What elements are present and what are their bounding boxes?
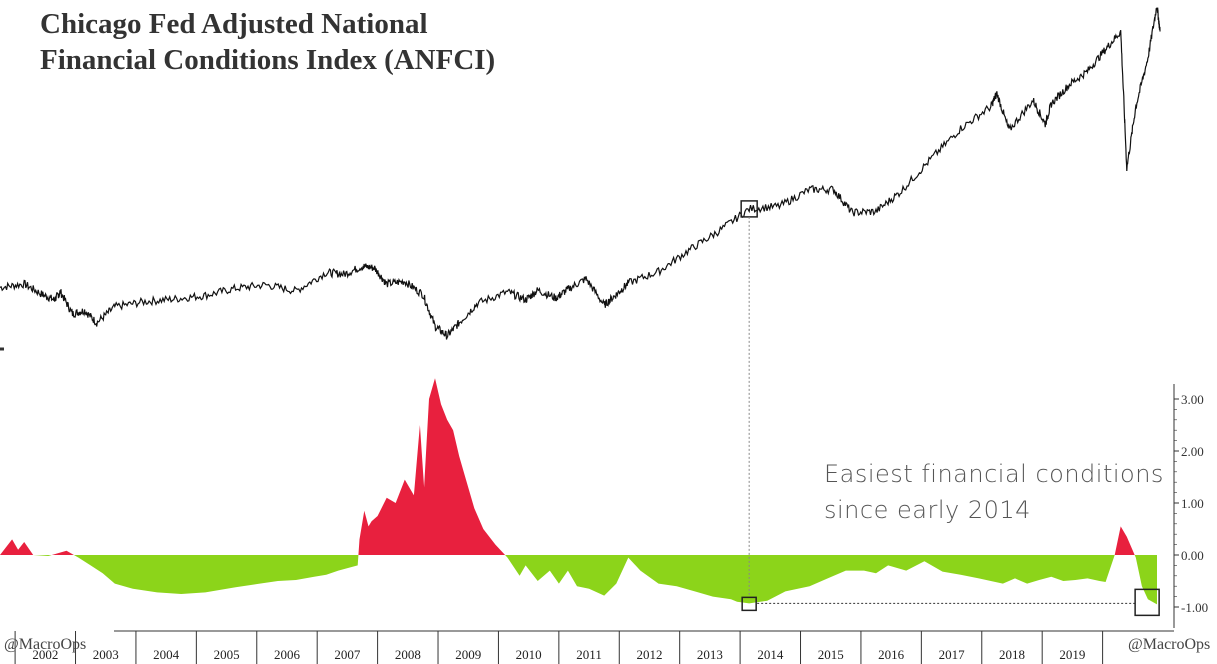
x-tick-label: 2005 [214, 647, 240, 662]
annotation-line-1: Easiest financial conditions [824, 460, 1164, 488]
x-tick-label: 2007 [334, 647, 361, 662]
y-tick-label: 3.00 [1181, 392, 1204, 407]
x-tick-label: 2014 [757, 647, 784, 662]
anfci-area-series [0, 378, 1157, 605]
annotation-text: Easiest financial conditions since early… [824, 456, 1164, 528]
chart-title-line-1: Chicago Fed Adjusted National [40, 8, 428, 40]
x-tick-label: 2003 [93, 647, 119, 662]
x-tick-label: 2013 [697, 647, 723, 662]
chart-title: Chicago Fed Adjusted National Financial … [40, 6, 495, 78]
anfci-negative-area [0, 555, 1157, 605]
x-tick-label: 2012 [636, 647, 662, 662]
x-tick-label: 2002 [32, 647, 58, 662]
x-tick-label: 2017 [939, 647, 966, 662]
price-line-series [0, 7, 1161, 340]
x-tick-label: 2016 [878, 647, 905, 662]
x-tick-label: 2011 [576, 647, 602, 662]
x-tick-label: 2019 [1059, 647, 1085, 662]
x-tick-label: 2010 [516, 647, 542, 662]
annotation-line-2: since early 2014 [824, 496, 1031, 524]
x-tick-label: 2008 [395, 647, 421, 662]
x-tick-label: 2015 [818, 647, 844, 662]
chart-title-line-2: Financial Conditions Index (ANFCI) [40, 44, 496, 76]
x-tick-label: 2018 [999, 647, 1025, 662]
highlight-box-latest [1134, 588, 1160, 617]
x-tick-label: 2006 [274, 647, 301, 662]
x-tick-label: 2009 [455, 647, 481, 662]
x-tick-label: 2004 [153, 647, 180, 662]
watermark-right: @MacroOps [1128, 636, 1211, 653]
watermark-left: @MacroOps [4, 636, 87, 653]
y-tick-label: 0.00 [1181, 548, 1204, 563]
y-tick-label: -1.00 [1181, 600, 1208, 615]
highlight-guides [740, 200, 1160, 617]
chart-axes: 3.00 2.00 1.00 0.00 -1.00 2002 2003 2004 2005 200… [0, 347, 1208, 664]
y-tick-label: 2.00 [1181, 444, 1204, 459]
price-line [0, 7, 1161, 340]
y-tick-label: 1.00 [1181, 496, 1204, 511]
highlight-box-2014 [741, 596, 757, 612]
